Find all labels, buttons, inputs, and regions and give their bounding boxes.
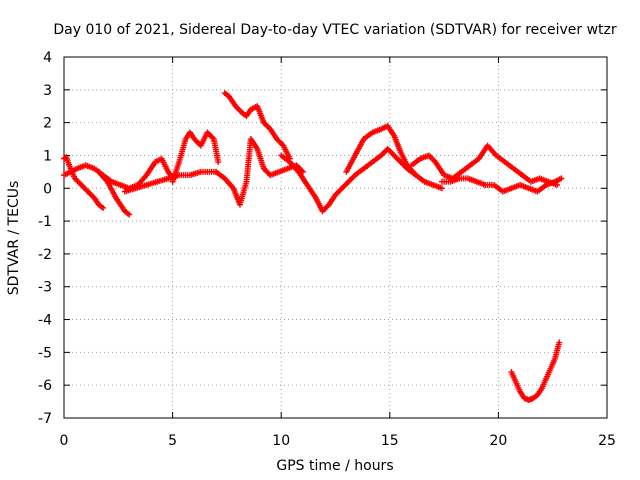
y-tick-label: 2: [43, 116, 52, 132]
series-satellite-track-2: [61, 154, 107, 211]
x-tick-labels: 0 5 10 15 20 25: [60, 433, 616, 449]
chart-title: Day 010 of 2021, Sidereal Day-to-day VTE…: [53, 22, 617, 38]
y-tick-label: -7: [38, 411, 52, 427]
y-tick-label: -3: [38, 280, 52, 296]
data-point: [215, 159, 222, 166]
y-axis-label: SDTVAR / TECUs: [6, 181, 22, 296]
series-satellite-track-1: [61, 155, 176, 192]
series-satellite-track-12: [508, 339, 563, 403]
plot-frame: [63, 56, 608, 419]
y-tick-label: -1: [38, 214, 52, 230]
y-tick-label: 1: [43, 148, 52, 164]
y-tick-label: 0: [43, 181, 52, 197]
data-point: [126, 211, 133, 218]
series-satellite-track-6: [221, 90, 293, 162]
series-satellite-track-10: [408, 142, 561, 188]
y-tick-label: -2: [38, 247, 52, 263]
y-tick-label: -6: [38, 378, 52, 394]
series-satellite-track-9: [343, 122, 419, 179]
grid: [64, 57, 607, 418]
series-satellite-track-11: [438, 175, 565, 195]
data-markers: [61, 90, 565, 403]
x-axis-label: GPS time / hours: [276, 458, 393, 474]
y-tick-label: -5: [38, 345, 52, 361]
data-point: [558, 175, 565, 182]
x-tick-label: 5: [168, 433, 177, 449]
series-satellite-track-8: [278, 145, 445, 215]
x-tick-label: 15: [381, 433, 399, 449]
series-satellite-track-4: [121, 168, 220, 195]
y-tick-label: -4: [38, 313, 52, 329]
series-satellite-track-7: [213, 136, 306, 208]
y-tick-label: 4: [43, 50, 52, 66]
data-point: [412, 172, 419, 179]
x-tick-label: 0: [60, 433, 69, 449]
axis-ticks: [63, 56, 608, 419]
series-satellite-track-5: [169, 129, 222, 185]
x-tick-label: 20: [489, 433, 507, 449]
data-point: [556, 339, 563, 346]
y-tick-label: 3: [43, 83, 52, 99]
data-point: [100, 204, 107, 211]
y-tick-labels: -7 -6 -5 -4 -3 -2 -1 0 1 2 3 4: [38, 50, 52, 427]
x-tick-label: 10: [272, 433, 290, 449]
x-tick-label: 25: [598, 433, 616, 449]
series-satellite-track-3: [95, 168, 133, 218]
data-point: [438, 185, 445, 192]
